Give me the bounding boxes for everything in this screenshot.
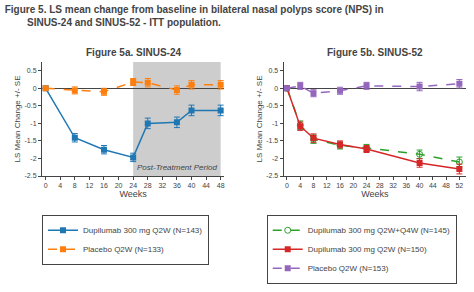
svg-text:44: 44 xyxy=(202,182,210,189)
svg-text:12: 12 xyxy=(86,182,94,189)
svg-text:8: 8 xyxy=(73,182,77,189)
svg-text:4: 4 xyxy=(298,182,302,189)
svg-text:24: 24 xyxy=(363,182,371,189)
svg-text:20: 20 xyxy=(115,182,123,189)
svg-text:Placebo Q2W (N=133): Placebo Q2W (N=133) xyxy=(83,245,164,254)
svg-text:LS Mean Change +/- SE: LS Mean Change +/- SE xyxy=(13,76,22,163)
svg-text:12: 12 xyxy=(323,182,331,189)
svg-text:Dupilumab 300 mg Q2W (N=150): Dupilumab 300 mg Q2W (N=150) xyxy=(308,245,427,254)
svg-text:-1: -1 xyxy=(30,120,36,127)
svg-text:0: 0 xyxy=(274,85,278,92)
svg-text:0.5: 0.5 xyxy=(27,67,37,74)
svg-text:-2: -2 xyxy=(272,155,278,162)
svg-text:0.5: 0.5 xyxy=(269,67,279,74)
svg-text:48: 48 xyxy=(217,182,225,189)
svg-text:24: 24 xyxy=(129,182,137,189)
svg-text:48: 48 xyxy=(442,182,450,189)
svg-text:-0.5: -0.5 xyxy=(25,102,37,109)
svg-text:LS Mean Change +/- SE: LS Mean Change +/- SE xyxy=(255,76,264,163)
svg-text:0: 0 xyxy=(285,182,289,189)
svg-text:52: 52 xyxy=(455,182,463,189)
svg-text:Figure 5a. SINUS-24: Figure 5a. SINUS-24 xyxy=(86,47,181,58)
svg-text:36: 36 xyxy=(173,182,181,189)
svg-text:Dupilumab 300 mg Q2W (N=143): Dupilumab 300 mg Q2W (N=143) xyxy=(83,226,202,235)
svg-text:0: 0 xyxy=(44,182,48,189)
svg-text:Post-Treatment Period: Post-Treatment Period xyxy=(137,163,217,172)
svg-text:40: 40 xyxy=(188,182,196,189)
svg-text:Weeks: Weeks xyxy=(119,189,147,199)
svg-text:-1.5: -1.5 xyxy=(266,137,278,144)
svg-text:8: 8 xyxy=(312,182,316,189)
svg-text:16: 16 xyxy=(336,182,344,189)
svg-text:-2.5: -2.5 xyxy=(266,172,278,179)
svg-text:Figure 5b. SINUS-52: Figure 5b. SINUS-52 xyxy=(327,47,423,58)
svg-text:28: 28 xyxy=(144,182,152,189)
svg-text:4: 4 xyxy=(58,182,62,189)
svg-text:32: 32 xyxy=(389,182,397,189)
svg-text:28: 28 xyxy=(376,182,384,189)
svg-text:0: 0 xyxy=(33,85,37,92)
svg-text:-2.5: -2.5 xyxy=(25,172,37,179)
svg-text:-2: -2 xyxy=(30,155,36,162)
svg-text:-1.5: -1.5 xyxy=(25,137,37,144)
svg-text:44: 44 xyxy=(429,182,437,189)
svg-text:-0.5: -0.5 xyxy=(266,102,278,109)
svg-text:40: 40 xyxy=(416,182,424,189)
svg-text:Placebo Q2W (N=153): Placebo Q2W (N=153) xyxy=(308,264,389,273)
svg-text:32: 32 xyxy=(158,182,166,189)
svg-text:36: 36 xyxy=(402,182,410,189)
svg-text:16: 16 xyxy=(100,182,108,189)
svg-text:-1: -1 xyxy=(272,120,278,127)
svg-text:Dupilumab 300 mg Q2W+Q4W (N=14: Dupilumab 300 mg Q2W+Q4W (N=145) xyxy=(308,226,450,235)
svg-text:Figure 5. LS mean change from: Figure 5. LS mean change from baseline i… xyxy=(5,4,384,28)
svg-text:20: 20 xyxy=(349,182,357,189)
svg-text:Weeks: Weeks xyxy=(361,189,389,199)
